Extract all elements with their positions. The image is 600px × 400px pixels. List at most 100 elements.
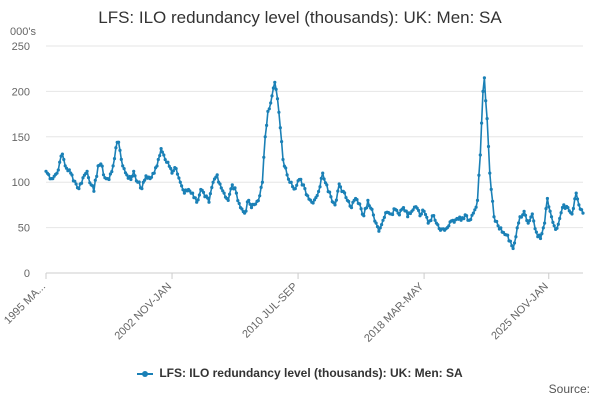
data-point [293, 187, 297, 191]
data-point [480, 121, 484, 125]
data-point [262, 155, 266, 159]
data-point [47, 173, 51, 177]
data-point [495, 219, 499, 224]
data-point [110, 170, 114, 174]
data-point [359, 207, 363, 211]
data-point [485, 117, 489, 121]
data-point [538, 236, 543, 241]
data-point [312, 198, 317, 202]
data-point [140, 187, 144, 191]
data-point [496, 224, 500, 228]
data-point [240, 207, 244, 211]
data-point [411, 208, 415, 212]
data-point [573, 197, 577, 201]
data-point [132, 169, 136, 173]
legend[interactable]: LFS: ILO redundancy level (thousands): U… [0, 366, 600, 380]
data-point [182, 191, 186, 195]
data-point [119, 157, 123, 161]
data-point [552, 224, 556, 228]
source-label[interactable]: Source: [548, 382, 590, 396]
data-point [486, 144, 491, 149]
data-point [311, 201, 315, 205]
data-point [191, 191, 195, 195]
data-point [514, 235, 518, 239]
data-point [215, 173, 219, 177]
y-tick-label: 250 [12, 41, 30, 53]
data-point [295, 183, 299, 187]
data-point [144, 174, 148, 178]
data-point [286, 177, 291, 181]
data-point [130, 174, 134, 178]
data-point [62, 157, 66, 162]
data-point [469, 217, 473, 222]
data-point [171, 169, 175, 173]
data-point [158, 154, 162, 158]
data-point [366, 198, 370, 202]
data-point [114, 146, 118, 150]
data-point [208, 192, 212, 196]
data-point [263, 135, 267, 139]
data-point [510, 244, 514, 248]
data-point [436, 223, 440, 227]
y-axis-unit-label: 000's [10, 26, 36, 38]
data-point [156, 157, 160, 162]
data-point [112, 157, 117, 161]
data-point [95, 174, 99, 178]
data-point [543, 221, 547, 225]
data-point [545, 196, 550, 201]
data-point [267, 107, 271, 111]
data-point [548, 209, 552, 213]
data-point [482, 76, 486, 80]
data-point [523, 213, 528, 217]
data-point [211, 180, 215, 184]
data-point [511, 246, 515, 251]
data-point [260, 180, 264, 184]
data-point [406, 215, 410, 219]
data-point [207, 200, 211, 204]
data-point [125, 173, 129, 177]
x-tick-label: 2025 NOV-JAN [489, 281, 551, 343]
data-point [318, 185, 322, 189]
data-point [169, 166, 173, 171]
series-line[interactable] [45, 77, 584, 250]
data-point [358, 202, 362, 206]
data-point [265, 123, 269, 127]
data-point [280, 140, 284, 144]
data-point [325, 183, 329, 187]
data-point [254, 202, 258, 206]
data-point [381, 218, 385, 222]
data-point [229, 187, 233, 191]
data-point [422, 209, 426, 213]
data-point [541, 226, 545, 230]
data-point [193, 196, 197, 200]
data-point [349, 206, 354, 210]
data-point [181, 188, 185, 192]
data-point [404, 209, 408, 213]
data-point [159, 147, 163, 151]
data-point [222, 191, 226, 195]
data-point [560, 205, 565, 210]
data-point [177, 176, 181, 180]
data-point [218, 182, 222, 186]
data-point [419, 212, 423, 216]
data-point [303, 187, 307, 191]
data-point [81, 176, 85, 180]
data-point [319, 176, 323, 180]
data-point [108, 172, 112, 176]
data-point [525, 218, 529, 223]
data-point [118, 148, 122, 152]
data-point [577, 203, 581, 207]
data-point [56, 168, 60, 172]
legend-series-icon [137, 370, 154, 377]
data-point [51, 177, 55, 181]
data-point [355, 198, 359, 202]
data-point [478, 153, 482, 157]
data-point [397, 213, 401, 217]
data-point [162, 153, 166, 157]
data-point [338, 185, 343, 189]
data-point [423, 212, 428, 217]
data-point [391, 212, 395, 217]
data-point [67, 168, 71, 172]
data-point [532, 219, 536, 223]
